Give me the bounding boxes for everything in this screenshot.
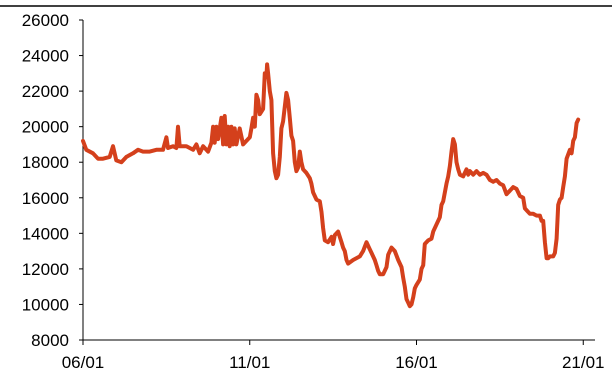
y-tick-label: 14000 — [22, 224, 69, 243]
y-tick-label: 22000 — [22, 82, 69, 101]
series-line-0 — [81, 62, 581, 309]
y-tick-label: 18000 — [22, 153, 69, 172]
y-tick-label: 16000 — [22, 189, 69, 208]
y-axis-ticks: 8000 10000 12000 14000 16000 18000 20000 22000 2… — [22, 11, 83, 350]
y-tick-label: 20000 — [22, 118, 69, 137]
axes — [0, 5, 612, 341]
x-tick-label: 11/01 — [229, 353, 270, 372]
y-tick-label: 12000 — [22, 260, 69, 279]
y-tick-label: 10000 — [22, 295, 69, 314]
x-tick-label: 21/01 — [562, 353, 605, 372]
x-tick-label: 06/01 — [62, 353, 105, 372]
series-group — [81, 62, 581, 309]
x-tick-label: 16/01 — [395, 353, 438, 372]
y-tick-label: 24000 — [22, 47, 69, 66]
y-tick-label: 26000 — [22, 11, 69, 30]
y-tick-label: 8000 — [31, 331, 69, 350]
x-axis-ticks: 06/01 11/01 16/01 21/01 — [62, 340, 605, 372]
